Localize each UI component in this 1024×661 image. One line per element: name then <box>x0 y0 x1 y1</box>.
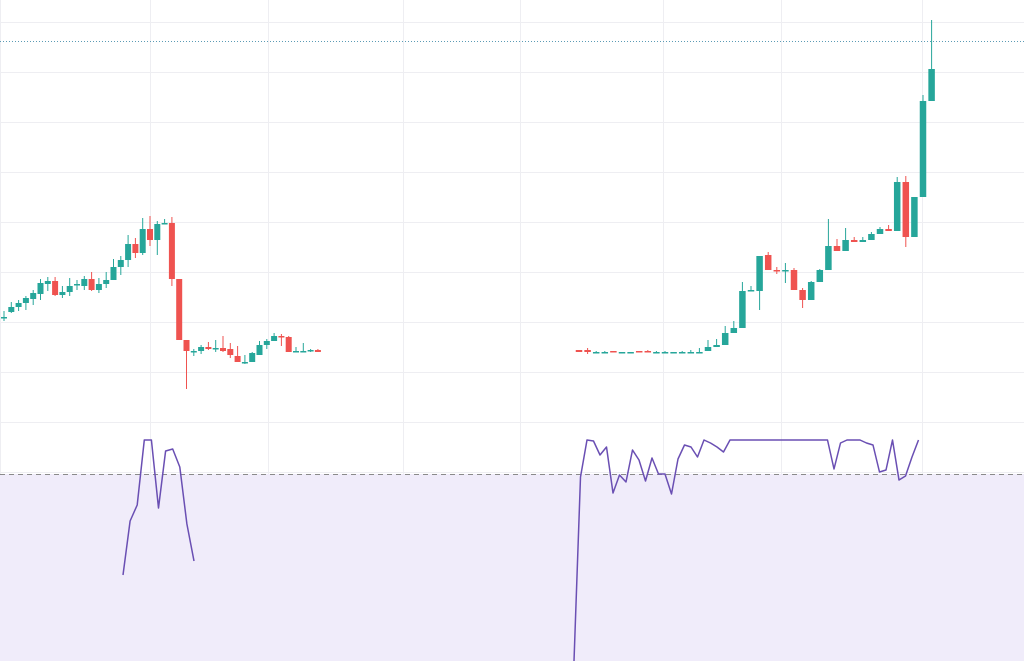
candle-body <box>227 349 234 355</box>
candle-body <box>139 229 146 253</box>
candle-body <box>278 336 285 338</box>
candle-body <box>704 347 712 351</box>
candle-body <box>807 282 815 300</box>
candle-body <box>1 317 7 319</box>
rsi-band <box>0 474 1024 661</box>
candle-body <box>95 284 102 290</box>
candle-body <box>220 348 226 351</box>
rsi-series <box>122 439 920 661</box>
candle-body <box>263 341 270 345</box>
candle-body <box>147 229 153 240</box>
candle-body <box>610 351 617 353</box>
candle-body <box>687 352 695 354</box>
candle-body <box>928 69 935 101</box>
candle-body <box>15 303 22 307</box>
candle-body <box>88 279 95 290</box>
candle-body <box>241 362 248 364</box>
candle-body <box>285 337 292 352</box>
candle-body <box>842 240 849 251</box>
candle-body <box>885 229 892 231</box>
candle-body <box>601 352 609 354</box>
candle-body <box>575 350 583 352</box>
candle-body <box>74 284 80 286</box>
candle-body <box>816 270 824 282</box>
candle-body <box>52 281 59 295</box>
candle-body <box>59 292 66 295</box>
candle-body <box>902 182 910 237</box>
candle-body <box>747 290 755 292</box>
candle-body <box>592 352 600 354</box>
candle-body <box>730 328 738 333</box>
candle-body <box>850 240 858 242</box>
candle-body <box>314 350 321 352</box>
candle-body <box>8 307 15 312</box>
candle-body <box>859 240 867 242</box>
candle-body <box>22 298 29 303</box>
candle-body <box>256 345 263 355</box>
candle-body <box>653 352 660 354</box>
candle-body <box>176 279 183 340</box>
candle-body <box>756 256 763 291</box>
candle-body <box>799 290 806 300</box>
candle-body <box>635 351 643 353</box>
rsi-line <box>122 439 195 576</box>
candle-body <box>249 353 256 362</box>
candle-body <box>183 340 190 351</box>
candle-body <box>739 291 746 328</box>
candle-body <box>132 244 139 253</box>
candle-body <box>190 351 197 353</box>
candle-body <box>117 260 124 267</box>
candlestick-series <box>1 20 935 389</box>
candle-body <box>198 347 205 351</box>
candle-body <box>205 347 212 349</box>
candle-body <box>713 345 720 347</box>
candle-body <box>168 223 175 279</box>
candle-body <box>773 270 781 272</box>
candle-body <box>154 224 161 240</box>
candle-body <box>868 234 875 240</box>
candle-body <box>44 281 51 284</box>
candle-body <box>721 333 729 345</box>
candle-body <box>825 246 832 270</box>
candle-body <box>919 101 927 197</box>
candle-body <box>161 223 168 225</box>
candle-body <box>307 350 314 352</box>
candle-body <box>81 279 88 286</box>
candle-body <box>271 336 278 341</box>
candle-body <box>876 229 884 234</box>
candle-body <box>300 351 307 353</box>
candle-body <box>212 348 219 350</box>
candle-body <box>37 283 44 294</box>
candle-body <box>790 270 798 290</box>
candle-body <box>627 352 634 354</box>
candle-body <box>696 352 703 354</box>
candle-body <box>644 351 652 353</box>
candle-body <box>764 255 772 270</box>
candle-body <box>584 350 591 352</box>
candle-body <box>234 356 241 362</box>
candle-body <box>293 351 299 353</box>
candle-body <box>66 286 73 292</box>
candle-body <box>678 352 686 354</box>
rsi-line <box>573 439 920 661</box>
candle-body <box>103 280 110 284</box>
candle-body <box>661 352 669 354</box>
candle-body <box>110 267 117 280</box>
candle-body <box>911 197 918 237</box>
candle-body <box>30 293 37 299</box>
candle-body <box>833 246 841 251</box>
candle-body <box>125 244 132 260</box>
candle-body <box>893 182 901 231</box>
candle-body <box>782 270 789 272</box>
candle-body <box>670 352 677 354</box>
candle-body <box>618 352 626 354</box>
